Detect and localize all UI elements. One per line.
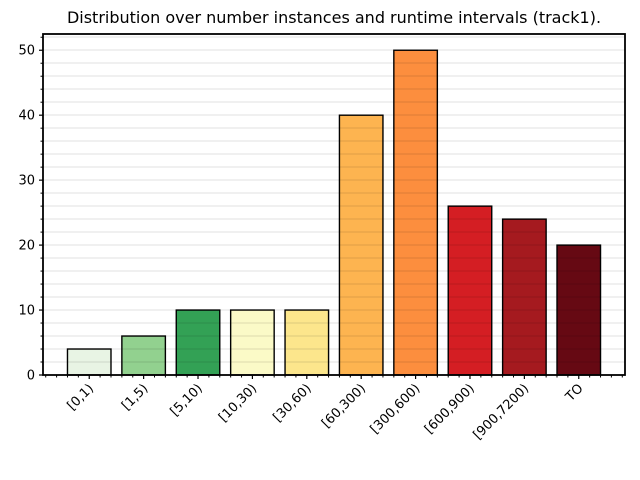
x-tick-label: [0,1): [65, 381, 97, 413]
bar: [175, 309, 221, 376]
bar: [393, 49, 439, 376]
bar: [556, 244, 602, 376]
y-tick-label: 50: [18, 44, 35, 59]
y-tick-label: 0: [27, 369, 35, 384]
x-tick-label: [1,5): [119, 381, 151, 413]
y-tick-label: 40: [18, 109, 35, 124]
bar: [447, 205, 493, 376]
x-tick-label: [60,300): [319, 381, 369, 431]
bar: [338, 114, 384, 376]
x-tick-label: [30,60): [271, 381, 315, 425]
plot-area: 0 10 20 30 40 50 [0,1) [1,5) [5,10) [10,30) [30,60…: [18, 33, 626, 443]
bar: [284, 309, 330, 376]
axes-frame: [42, 33, 626, 376]
x-tick-label: TO: [562, 381, 586, 405]
chart-title: Distribution over number instances and r…: [67, 8, 601, 27]
y-tick-label: 10: [18, 304, 35, 319]
x-tick-label: [10,30): [216, 381, 260, 425]
bar: [501, 218, 547, 376]
bar: [121, 335, 167, 376]
y-tick-label: 30: [18, 174, 35, 189]
x-tick-label: [600,900): [422, 381, 478, 437]
x-tick-label: [900,7200): [471, 381, 533, 443]
x-tick-label: [5,10): [168, 381, 206, 419]
x-tick-label: [300,600): [368, 381, 424, 437]
bar: [229, 309, 275, 376]
y-tick-label: 20: [18, 239, 35, 254]
